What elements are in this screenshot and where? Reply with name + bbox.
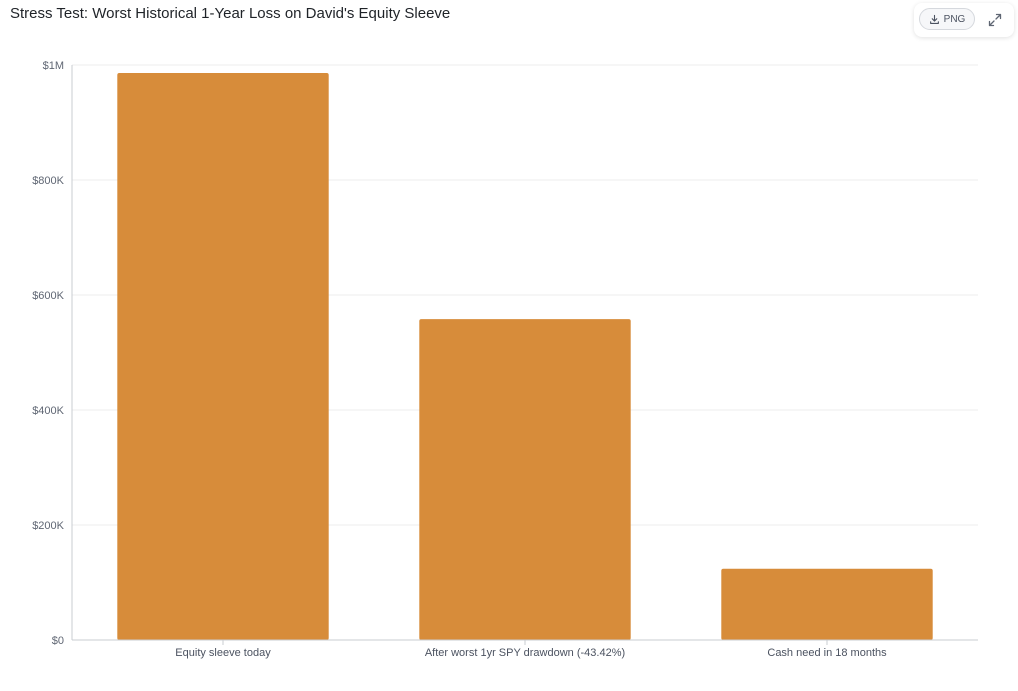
expand-button[interactable] (986, 11, 1004, 29)
chart-toolbar: PNG (914, 3, 1014, 37)
bar[interactable] (419, 319, 631, 640)
y-tick-label: $200K (32, 520, 64, 532)
download-icon (929, 14, 939, 24)
y-tick-label: $600K (32, 290, 64, 302)
chart-title: Stress Test: Worst Historical 1-Year Los… (10, 5, 451, 22)
y-tick-label: $400K (32, 405, 64, 417)
bar[interactable] (721, 568, 933, 640)
y-tick-label: $800K (32, 175, 64, 187)
y-tick-label: $1M (43, 60, 64, 72)
download-png-label: PNG (943, 13, 966, 25)
expand-icon (988, 13, 1002, 27)
x-tick-label: After worst 1yr SPY drawdown (-43.42%) (425, 647, 625, 659)
download-png-button[interactable]: PNG (919, 8, 975, 30)
y-tick-label: $0 (52, 635, 64, 647)
bar[interactable] (117, 73, 329, 641)
x-tick-label: Cash need in 18 months (767, 647, 887, 659)
x-tick-label: Equity sleeve today (175, 647, 271, 659)
